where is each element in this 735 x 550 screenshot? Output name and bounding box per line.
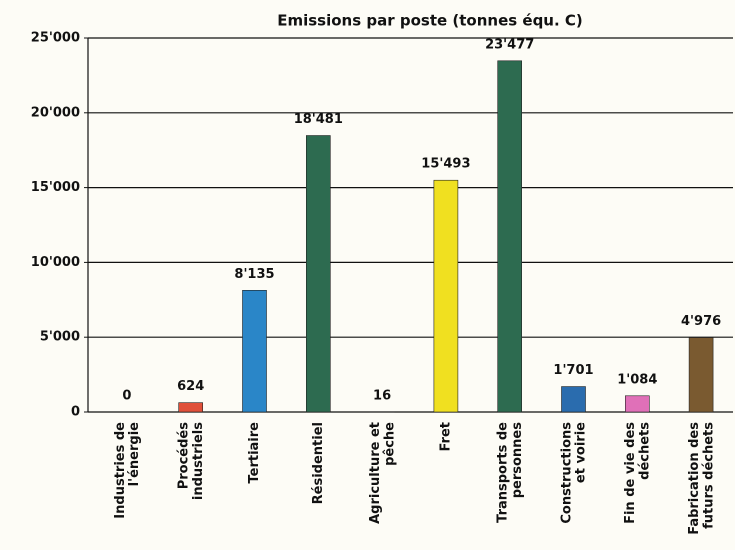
value-label: 4'976 <box>681 314 721 329</box>
x-tick-group: Transports depersonnes <box>495 422 524 523</box>
bar <box>305 135 331 413</box>
y-tick-label: 0 <box>71 405 80 420</box>
x-tick-label: Fret <box>438 422 453 452</box>
y-tick-label: 20'000 <box>31 105 80 120</box>
value-label: 1'701 <box>553 363 593 378</box>
bar <box>561 386 586 413</box>
x-tick-label: Fin de vie desdéchets <box>623 422 652 524</box>
value-label: 16 <box>373 388 391 403</box>
x-tick-group: Procédésindustriels <box>176 422 205 500</box>
x-tick-label: Agriculture etpêche <box>367 422 396 524</box>
value-label: 18'481 <box>294 112 343 127</box>
x-tick-group: Résidentiel <box>311 422 326 504</box>
value-label: 624 <box>177 379 204 394</box>
value-label: 15'493 <box>421 157 470 172</box>
chart-title: Emissions par poste (tonnes équ. C) <box>277 12 583 30</box>
x-tick-label: Transports depersonnes <box>495 422 524 523</box>
x-tick-label: Tertiaire <box>247 422 262 484</box>
x-tick-group: Tertiaire <box>247 422 262 484</box>
x-tick-label: Constructionset voirie <box>559 422 588 524</box>
x-tick-label: Fabrication desfuturs déchets <box>686 422 715 535</box>
bar <box>624 395 650 413</box>
x-tick-group: Agriculture etpêche <box>367 422 396 524</box>
x-tick-label: Résidentiel <box>311 422 326 504</box>
value-label: 0 <box>122 389 131 404</box>
y-tick-label: 25'000 <box>31 31 80 46</box>
y-tick-label: 10'000 <box>31 255 80 270</box>
value-label: 8'135 <box>234 267 274 282</box>
value-label: 1'084 <box>617 372 657 387</box>
x-tick-group: Constructionset voirie <box>559 422 588 524</box>
bar <box>242 290 267 413</box>
bar <box>497 60 523 413</box>
value-label: 23'477 <box>485 37 534 52</box>
x-tick-group: Fabrication desfuturs déchets <box>686 422 715 535</box>
x-tick-label: Industries del'énergie <box>112 422 141 519</box>
y-tick-label: 5'000 <box>40 330 80 345</box>
x-tick-label: Procédésindustriels <box>176 422 205 500</box>
x-tick-group: Industries del'énergie <box>112 422 141 519</box>
bar <box>688 337 714 413</box>
y-tick-label: 15'000 <box>31 180 80 195</box>
x-tick-group: Fret <box>438 422 453 452</box>
bar <box>178 402 203 413</box>
bar <box>433 179 459 413</box>
x-tick-group: Fin de vie desdéchets <box>623 422 652 524</box>
